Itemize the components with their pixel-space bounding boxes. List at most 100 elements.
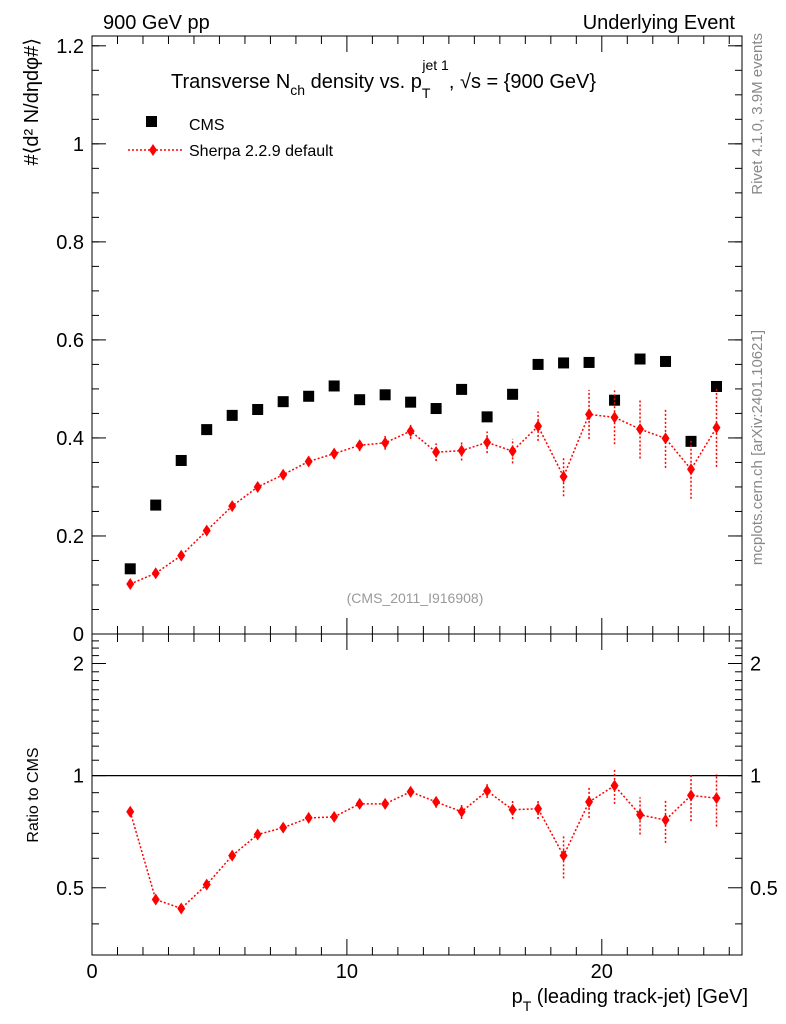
ratio-series bbox=[126, 769, 721, 915]
sherpa-point bbox=[151, 567, 160, 580]
main-ytick-label: 0.6 bbox=[56, 330, 84, 352]
header-right: Underlying Event bbox=[583, 12, 736, 34]
cms-point bbox=[456, 383, 468, 395]
cms-point bbox=[660, 355, 672, 367]
sherpa-point bbox=[534, 420, 543, 433]
sherpa-ratio-point bbox=[330, 810, 339, 823]
sherpa-ratio-point bbox=[279, 821, 288, 834]
sherpa-ratio-point bbox=[177, 902, 186, 915]
cms-point bbox=[507, 388, 519, 400]
sherpa-ratio-point bbox=[432, 795, 441, 808]
sherpa-point bbox=[381, 436, 390, 449]
sherpa-point bbox=[636, 423, 645, 436]
sherpa-ratio-point bbox=[304, 811, 313, 824]
sherpa-point bbox=[508, 445, 517, 458]
cms-point bbox=[583, 356, 595, 368]
sherpa-ratio-point bbox=[661, 814, 670, 827]
main-axes: 0 0.2 0.4 0.6 0.8 1 1.2 bbox=[56, 36, 742, 646]
cms-point bbox=[252, 404, 264, 416]
ratio-xtick-label: 10 bbox=[336, 961, 358, 983]
cms-point bbox=[634, 353, 646, 365]
sherpa-ratio-point bbox=[406, 785, 415, 798]
analysis-watermark: (CMS_2011_I916908) bbox=[347, 590, 484, 606]
sherpa-ratio-point bbox=[202, 878, 211, 891]
cms-point bbox=[379, 389, 391, 401]
sherpa-point bbox=[202, 524, 211, 537]
sherpa-point bbox=[432, 446, 441, 459]
sherpa-ratio-point bbox=[559, 849, 568, 862]
sherpa-ratio-point bbox=[381, 797, 390, 810]
sherpa-ratio-point bbox=[687, 789, 696, 802]
sherpa-point bbox=[253, 480, 262, 493]
main-ytick-label: 0 bbox=[73, 624, 84, 646]
sherpa-point bbox=[610, 411, 619, 424]
sherpa-point bbox=[228, 500, 237, 513]
legend-sherpa-marker bbox=[149, 144, 157, 156]
sherpa-point bbox=[687, 463, 696, 476]
cms-point bbox=[481, 411, 493, 423]
ratio-axes: 0 10 20 0.5 0.5 1 1 2 2 bbox=[56, 634, 778, 983]
sherpa-ratio-point bbox=[610, 779, 619, 792]
rivet-label: Rivet 4.1.0, 3.9M events bbox=[749, 33, 766, 195]
sherpa-point bbox=[559, 470, 568, 483]
sherpa-point bbox=[483, 436, 492, 449]
ratio-frame bbox=[91, 633, 743, 956]
cms-point bbox=[124, 563, 136, 575]
sherpa-ratio-line bbox=[129, 784, 717, 910]
sherpa-point bbox=[126, 578, 135, 591]
sherpa-ratio-point bbox=[508, 803, 517, 816]
ratio-ytick-label: 2 bbox=[73, 653, 84, 675]
sherpa-line bbox=[129, 413, 718, 585]
main-ytick-label: 0.8 bbox=[56, 232, 84, 254]
sherpa-ratio-point bbox=[253, 828, 262, 841]
main-ytick-label: 0.4 bbox=[56, 428, 84, 450]
x-axis-label: pT (leading track-jet) [GeV] bbox=[512, 986, 748, 1014]
sherpa-point bbox=[585, 408, 594, 421]
main-ylabel: #⟨d² N/dηdφ#⟩ bbox=[21, 38, 43, 166]
sherpa-point bbox=[712, 421, 721, 434]
cms-point bbox=[175, 454, 187, 466]
ratio-ytick-label-right: 0.5 bbox=[750, 878, 778, 900]
ratio-ylabel: Ratio to CMS bbox=[25, 747, 42, 842]
main-ytick-label: 1 bbox=[73, 134, 84, 156]
sherpa-point bbox=[355, 439, 364, 452]
ratio-xtick-label: 0 bbox=[86, 961, 97, 983]
sherpa-ratio-point bbox=[712, 792, 721, 805]
cms-point bbox=[303, 390, 315, 402]
sherpa-ratio-point bbox=[126, 805, 135, 818]
cms-point bbox=[150, 499, 162, 511]
cms-point bbox=[354, 394, 366, 406]
cms-point bbox=[430, 403, 442, 415]
ratio-ytick-label: 0.5 bbox=[56, 878, 84, 900]
sherpa-point bbox=[330, 447, 339, 460]
sherpa-point bbox=[457, 444, 466, 457]
sherpa-point bbox=[279, 468, 288, 481]
header-left: 900 GeV pp bbox=[103, 12, 210, 34]
sherpa-point bbox=[177, 549, 186, 562]
plot-title: Transverse Nch density vs. pTjet 1, √s =… bbox=[171, 57, 596, 101]
sherpa-point bbox=[304, 455, 313, 468]
main-ytick-label: 0.2 bbox=[56, 526, 84, 548]
legend-cms-label: CMS bbox=[189, 117, 225, 134]
sherpa-ratio-point bbox=[483, 784, 492, 797]
sherpa-point bbox=[406, 425, 415, 438]
cms-point bbox=[328, 380, 340, 392]
legend-cms-marker bbox=[146, 116, 157, 127]
ratio-xtick-label: 20 bbox=[591, 961, 613, 983]
main-series bbox=[124, 353, 723, 591]
cms-point bbox=[711, 380, 723, 392]
cms-point bbox=[226, 409, 238, 421]
main-ytick-label: 1.2 bbox=[56, 36, 84, 58]
sherpa-ratio-point bbox=[534, 802, 543, 815]
cms-point bbox=[532, 358, 544, 370]
ratio-ytick-label-right: 1 bbox=[750, 766, 761, 788]
cms-point bbox=[201, 424, 213, 436]
cms-point bbox=[405, 396, 417, 408]
sherpa-ratio-point bbox=[355, 797, 364, 810]
ratio-ytick-label-right: 2 bbox=[750, 653, 761, 675]
sherpa-ratio-point bbox=[228, 849, 237, 862]
sherpa-ratio-point bbox=[151, 893, 160, 906]
sherpa-ratio-point bbox=[457, 805, 466, 818]
sherpa-ratio-point bbox=[585, 795, 594, 808]
